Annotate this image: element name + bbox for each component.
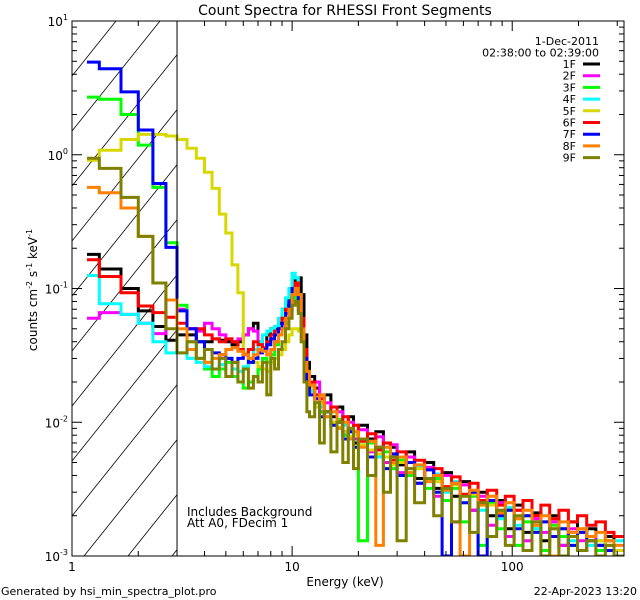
background-shaded-region	[72, 21, 178, 556]
y-tick-label: 10-3	[45, 548, 68, 564]
annotation-background: Includes Background	[187, 505, 312, 519]
plot-frame	[71, 20, 625, 557]
hatch-line	[72, 274, 178, 407]
legend-label-3F: 3F	[563, 81, 576, 94]
y-tick-base: 10	[48, 15, 63, 29]
legend-label-1F: 1F	[563, 58, 576, 71]
y-tick-label: 10-2	[45, 414, 68, 430]
y-label-exp1: -2	[25, 281, 34, 289]
y-tick-base: 10	[48, 149, 63, 163]
legend-label-5F: 5F	[563, 105, 576, 118]
y-tick-exponent: -1	[60, 281, 68, 290]
y-tick-exponent: 0	[63, 147, 68, 156]
hatch-line	[83, 439, 178, 556]
footer-generated-by: Generated by hsi_min_spectra_plot.pro	[1, 585, 217, 598]
legend-label-7F: 7F	[563, 128, 576, 141]
footer-timestamp: 22-Apr-2023 13:20	[534, 585, 637, 598]
series-line-9F	[87, 156, 624, 556]
y-label-exp3: -1	[25, 229, 34, 237]
y-tick-label: 10-1	[45, 281, 68, 297]
chart-title: Count Spectra for RHESSI Front Segments	[198, 3, 492, 19]
hatch-line	[72, 54, 178, 187]
series-group	[87, 60, 624, 556]
annotation-attenuator: Att A0, FDecim 1	[187, 516, 288, 530]
y-label-s: s	[26, 271, 40, 281]
y-tick-exponent: -2	[60, 414, 68, 423]
hatch-line	[72, 329, 178, 462]
legend-header-line: 02:38:00 to 02:39:00	[482, 47, 599, 60]
x-axis-label: Energy (keV)	[306, 575, 383, 589]
y-tick-exponent: -3	[60, 548, 68, 557]
series-line-8F	[87, 185, 624, 556]
y-label-kev: keV	[26, 236, 40, 263]
legend-label-4F: 4F	[563, 93, 576, 106]
x-tick-label: 100	[501, 560, 524, 574]
hatch-line	[72, 219, 178, 352]
y-tick-base: 10	[45, 550, 60, 564]
series-line-4F	[87, 271, 624, 552]
legend-label-8F: 8F	[563, 140, 576, 153]
series-line-3F	[87, 95, 624, 556]
y-tick-label: 100	[48, 147, 68, 163]
legend-label-6F: 6F	[563, 117, 576, 130]
y-axis-label: counts cm-2 s-1 keV-1	[25, 229, 40, 351]
y-tick-base: 10	[45, 416, 60, 430]
hatch-line	[72, 384, 178, 517]
hatch-line	[72, 109, 178, 242]
y-label-base: counts cm	[26, 289, 40, 351]
x-tick-label: 1	[68, 560, 76, 574]
x-tick-label: 10	[284, 560, 299, 574]
y-tick-label: 101	[48, 13, 68, 29]
y-tick-exponent: 1	[63, 13, 68, 22]
hatch-line	[72, 21, 161, 132]
legend-header-line: 1-Dec-2011	[535, 35, 599, 48]
y-tick-base: 10	[45, 283, 60, 297]
legend-label-2F: 2F	[563, 70, 576, 83]
series-line-5F	[87, 132, 624, 552]
hatch-line	[127, 494, 178, 556]
legend-label-9F: 9F	[563, 152, 576, 165]
hatch-line	[171, 549, 178, 556]
hatch-line	[72, 21, 117, 77]
y-label-exp2: -1	[25, 263, 34, 271]
